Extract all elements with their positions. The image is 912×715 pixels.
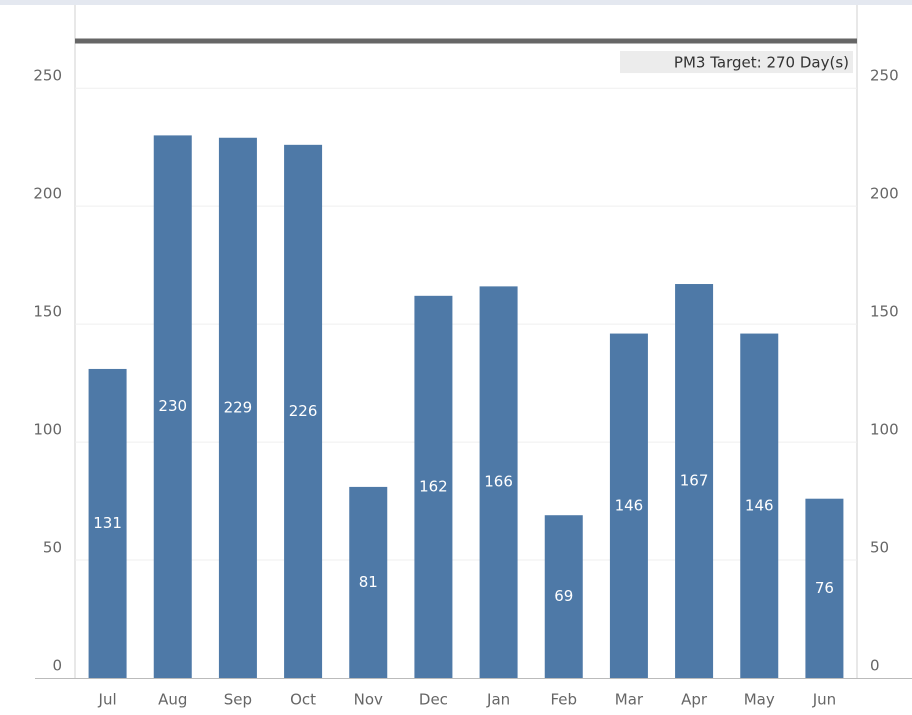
x-tick-label: Oct xyxy=(290,691,316,709)
data-label: 76 xyxy=(815,579,834,597)
x-tick-label: Jul xyxy=(98,691,117,709)
bar xyxy=(88,368,127,678)
y2-tick-label: 0 xyxy=(870,657,880,675)
data-label: 230 xyxy=(158,397,187,415)
data-label: 146 xyxy=(745,496,774,514)
x-tick-label: May xyxy=(744,691,775,709)
bar xyxy=(609,333,648,678)
y-tick-label: 100 xyxy=(33,421,62,439)
bar xyxy=(544,515,583,678)
bar xyxy=(740,333,779,678)
y-tick-label: 50 xyxy=(43,539,62,557)
top-strip xyxy=(0,0,912,5)
y2-tick-label: 100 xyxy=(870,421,899,439)
reference-label: PM3 Target: 270 Day(s) xyxy=(674,54,849,72)
data-label: 167 xyxy=(680,472,709,490)
data-label: 162 xyxy=(419,477,448,495)
x-tick-label: Feb xyxy=(550,691,577,709)
y2-tick-label: 250 xyxy=(870,67,899,85)
x-tick-label: Nov xyxy=(354,691,383,709)
bar xyxy=(479,286,518,678)
bar xyxy=(805,498,844,678)
bar xyxy=(218,137,257,678)
x-tick-label: Mar xyxy=(615,691,644,709)
y2-tick-label: 200 xyxy=(870,185,899,203)
y-tick-label: 200 xyxy=(33,185,62,203)
data-label: 69 xyxy=(554,587,573,605)
y-tick-label: 150 xyxy=(33,303,62,321)
x-tick-label: Dec xyxy=(419,691,448,709)
bar xyxy=(414,295,453,678)
x-tick-label: Jun xyxy=(812,691,836,709)
bar xyxy=(349,486,388,678)
bar xyxy=(675,284,714,678)
x-tick-label: Aug xyxy=(158,691,187,709)
reference-label-bg xyxy=(620,51,853,74)
y-tick-label: 250 xyxy=(33,67,62,85)
y2-tick-label: 150 xyxy=(870,303,899,321)
x-tick-label: Sep xyxy=(224,691,252,709)
data-label: 226 xyxy=(289,402,318,420)
bar xyxy=(284,144,323,678)
data-label: 229 xyxy=(224,398,253,416)
data-label: 166 xyxy=(484,473,513,491)
data-label: 146 xyxy=(615,496,644,514)
x-tick-label: Apr xyxy=(681,691,708,709)
y2-tick-label: 50 xyxy=(870,539,889,557)
data-label: 81 xyxy=(359,573,378,591)
bar xyxy=(153,135,192,679)
y-tick-label: 0 xyxy=(52,657,62,675)
data-label: 131 xyxy=(93,514,122,532)
x-tick-label: Jan xyxy=(486,691,510,709)
